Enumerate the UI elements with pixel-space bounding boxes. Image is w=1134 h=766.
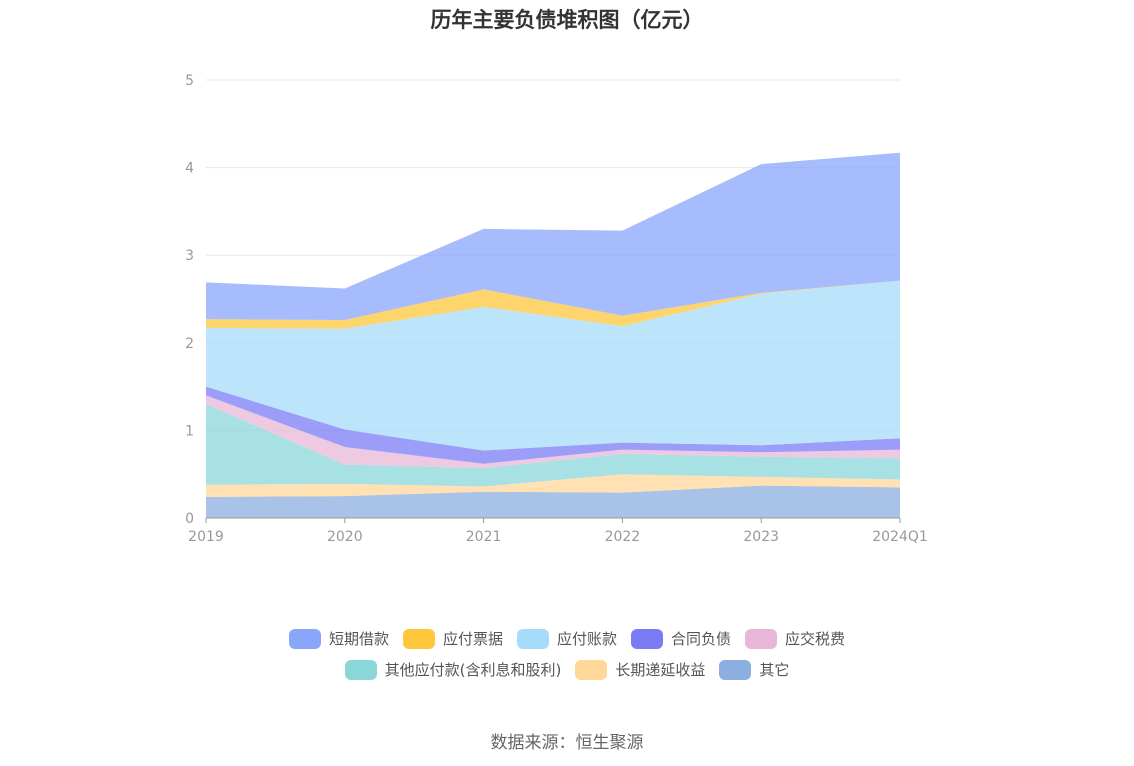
legend-swatch [745,628,778,649]
area-series [206,152,900,518]
y-axis: 0 1 2 3 4 5 [185,73,194,527]
legend-item[interactable]: 其他应付款(含利息和股利) [344,659,562,680]
y-tick-label: 5 [185,73,194,89]
y-tick-label: 4 [185,161,194,177]
area-series-6 [206,280,900,329]
x-tick-label: 2024Q1 [872,529,928,545]
legend-swatch [402,628,435,649]
data-source: 数据来源：恒生聚源 [490,733,644,753]
x-axis: 2019 2020 2021 2022 2023 2024Q1 [188,517,928,545]
legend-label: 长期递延收益 [615,661,706,679]
legend-label: 其它 [759,661,790,679]
legend-swatch [344,659,377,680]
legend-label: 应付账款 [556,630,617,648]
legend-item[interactable]: 长期递延收益 [575,659,705,680]
legend-swatch [575,659,608,680]
chart-title: 历年主要负债堆积图（亿元） [430,8,704,32]
legend: 短期借款 应付票据 应付账款 合同负债 应交税费 其他应付款(含利息和股利) 长期递延收益… [0,628,1134,680]
legend-row-2: 其他应付款(含利息和股利) 长期递延收益 其它 [344,659,789,680]
legend-label: 其他应付款(含利息和股利) [384,661,562,679]
legend-label: 短期借款 [328,630,389,648]
legend-item[interactable]: 应付票据 [402,628,503,649]
legend-row-1: 短期借款 应付票据 应付账款 合同负债 应交税费 [288,628,845,649]
x-tick-label: 2022 [605,529,641,545]
legend-swatch [288,628,321,649]
legend-item[interactable]: 短期借款 [288,628,389,649]
x-tick-label: 2021 [466,529,502,545]
legend-swatch [516,628,549,649]
area-series-2 [206,404,900,487]
y-tick-label: 0 [185,511,194,527]
area-series-1 [206,474,900,497]
area-series-5 [206,280,900,451]
x-tick-label: 2023 [743,529,779,545]
x-tick-label: 2019 [188,529,224,545]
y-tick-label: 1 [185,423,194,439]
area-series-4 [206,386,900,464]
legend-item[interactable]: 合同负债 [631,628,731,649]
x-tick-label: 2020 [327,529,363,545]
legend-item[interactable]: 其它 [719,659,789,680]
legend-swatch [631,628,663,649]
y-tick-label: 3 [185,248,194,264]
legend-label: 合同负债 [671,630,732,648]
area-series-7 [206,152,900,321]
legend-label: 应付票据 [442,630,503,648]
area-series-0 [206,485,900,518]
legend-item[interactable]: 应付账款 [516,628,617,649]
legend-item[interactable]: 应交税费 [745,628,845,649]
legend-swatch [719,659,752,680]
y-tick-label: 2 [185,336,194,352]
legend-label: 应交税费 [785,630,846,648]
stacked-area-chart: 2019 2020 2021 2022 2023 2024Q1 0 1 2 3 4 5 [185,73,928,545]
